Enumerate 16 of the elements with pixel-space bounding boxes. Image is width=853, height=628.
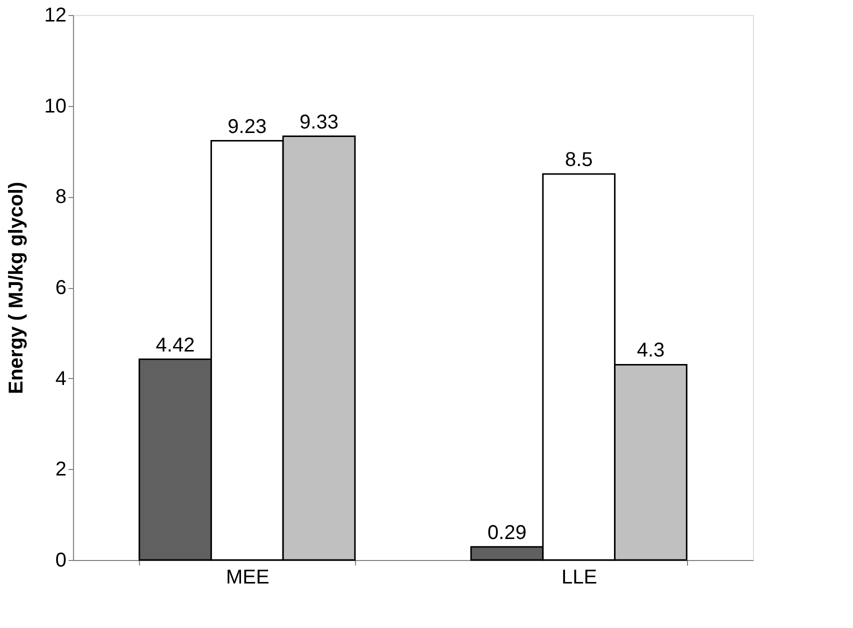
data-label: 4.42 [156, 334, 195, 356]
data-label: 0.29 [488, 522, 526, 544]
data-label: 4.3 [636, 340, 665, 362]
y-tick-label: 10 [44, 95, 66, 118]
y-tick-label: 8 [55, 186, 66, 208]
y-tick-label: 6 [55, 277, 66, 299]
y-tick-label: 0 [55, 550, 66, 572]
y-tick-label: 12 [44, 4, 66, 26]
data-label: 8.5 [564, 148, 593, 171]
y-axis-title: Energy ( MJ/kg glycol) [5, 182, 28, 394]
y-tick-label: 4 [55, 368, 66, 390]
y-tick-label: 2 [55, 458, 66, 481]
data-label: 9.23 [228, 116, 267, 138]
x-tick-label: LLE [562, 566, 598, 588]
data-label: 9.33 [300, 111, 338, 134]
x-tick-label: MEE [226, 566, 270, 588]
